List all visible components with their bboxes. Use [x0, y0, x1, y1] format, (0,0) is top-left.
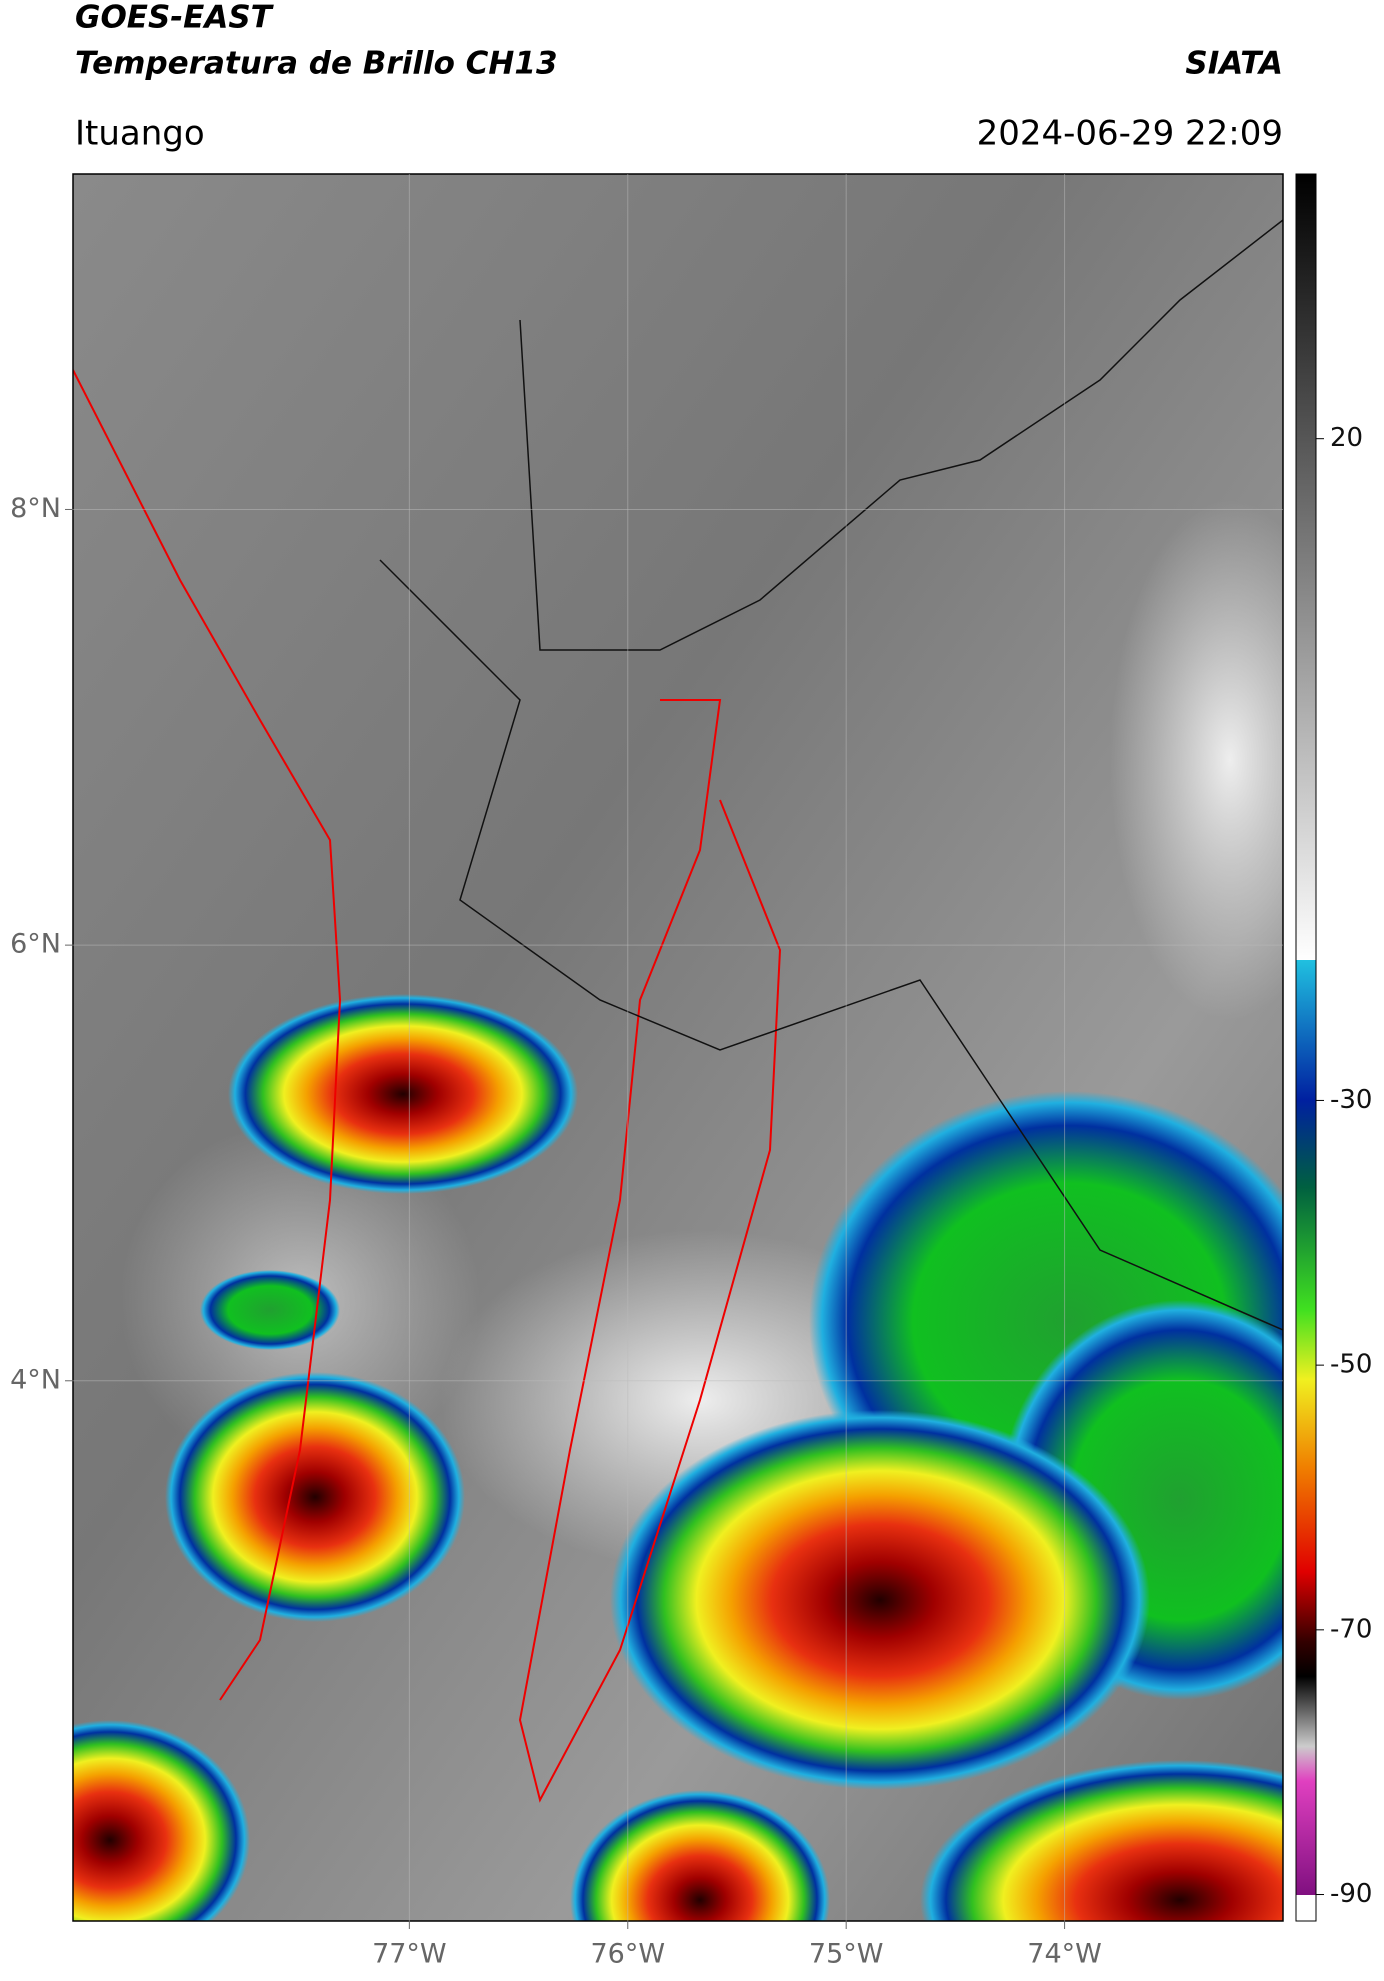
y-tick-label: 8°N [10, 493, 61, 524]
subtitle: Temperatura de Brillo CH13 [75, 46, 558, 82]
colorbar-label: -90 [1330, 1879, 1372, 1909]
y-tick-label: 6°N [10, 929, 61, 960]
colorbar-label: -50 [1330, 1350, 1372, 1380]
location: Ituango [75, 114, 205, 154]
satellite-image [73, 174, 1283, 1921]
title: GOES-EAST [75, 0, 275, 36]
colorbar-label: -70 [1330, 1614, 1372, 1644]
colorbar-label: 20 [1330, 423, 1363, 453]
colorbar-label: -30 [1330, 1085, 1372, 1115]
y-tick-label: 4°N [10, 1364, 61, 1395]
x-tick-label: 77°W [372, 1939, 447, 1970]
map-frame [72, 173, 1284, 1922]
brand: SIATA [1185, 46, 1283, 82]
colorbar [1295, 173, 1317, 1922]
x-tick-label: 74°W [1027, 1939, 1102, 1970]
datetime: 2024-06-29 22:09 [977, 114, 1283, 154]
x-tick-label: 75°W [809, 1939, 884, 1970]
x-tick-label: 76°W [590, 1939, 665, 1970]
